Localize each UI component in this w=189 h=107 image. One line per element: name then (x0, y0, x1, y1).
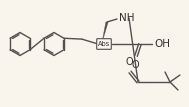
Text: O: O (125, 57, 133, 67)
Text: OH: OH (154, 39, 170, 49)
Text: O: O (131, 60, 139, 70)
FancyBboxPatch shape (97, 39, 111, 49)
Text: Abs: Abs (98, 41, 110, 47)
Text: NH: NH (119, 13, 135, 23)
Polygon shape (103, 22, 108, 39)
